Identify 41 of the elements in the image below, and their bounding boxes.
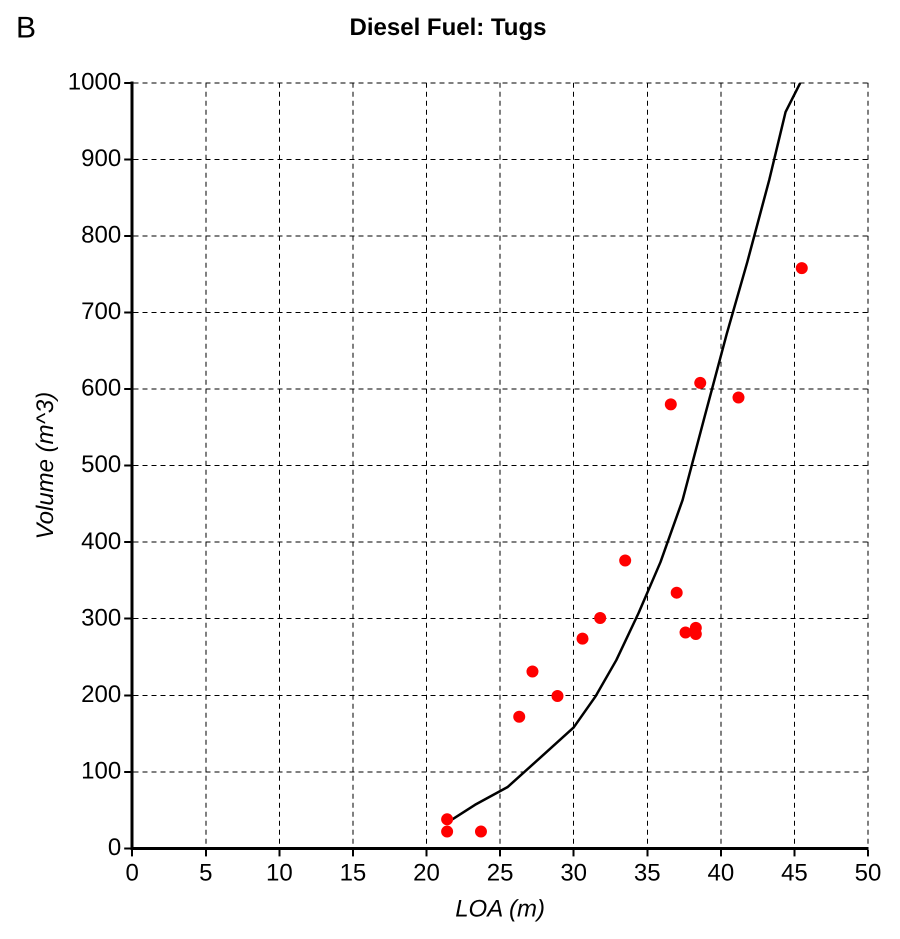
y-axis-title: Volume (m^3) — [32, 392, 60, 540]
point — [670, 586, 683, 599]
x-tick-label: 5 — [199, 859, 212, 886]
y-tick-label: 400 — [81, 528, 122, 555]
point — [594, 612, 606, 624]
x-tick-label: 35 — [634, 859, 661, 886]
point — [732, 391, 744, 404]
x-tick-label: 15 — [340, 859, 366, 886]
point — [680, 626, 692, 638]
chart-title: Diesel Fuel: Tugs — [350, 14, 546, 42]
x-tick-label: 25 — [486, 859, 514, 886]
point — [664, 398, 677, 410]
y-tick-label: 800 — [81, 222, 122, 249]
x-axis-title: LOA (m) — [455, 895, 545, 922]
text: B — [16, 11, 36, 44]
point — [441, 826, 454, 838]
y-tick-label: 500 — [81, 451, 122, 478]
point — [513, 710, 526, 723]
x-tick-label: 45 — [781, 859, 808, 886]
y-tick-label: 1000 — [68, 68, 122, 96]
point — [576, 632, 589, 645]
x-tick-label: 20 — [413, 859, 440, 886]
x-tick-label: 40 — [707, 859, 734, 886]
point — [441, 813, 454, 826]
point — [694, 376, 706, 389]
y-tick-label: 0 — [108, 834, 122, 862]
point — [526, 666, 538, 678]
x-tick-label: 10 — [266, 859, 293, 886]
point — [551, 690, 564, 702]
point — [619, 554, 632, 567]
y-tick-label: 600 — [81, 374, 122, 402]
point — [474, 826, 487, 838]
y-tick-label: 200 — [81, 680, 122, 708]
y-tick-label: 900 — [81, 144, 122, 172]
y-tick-label: 100 — [81, 757, 122, 784]
y-tick-label: 300 — [81, 604, 122, 632]
y-tick-label: 700 — [81, 298, 122, 326]
point — [796, 262, 808, 274]
x-tick-label: 0 — [126, 859, 139, 886]
x-tick-label: 50 — [854, 859, 882, 886]
x-tick-label: 30 — [560, 859, 588, 886]
